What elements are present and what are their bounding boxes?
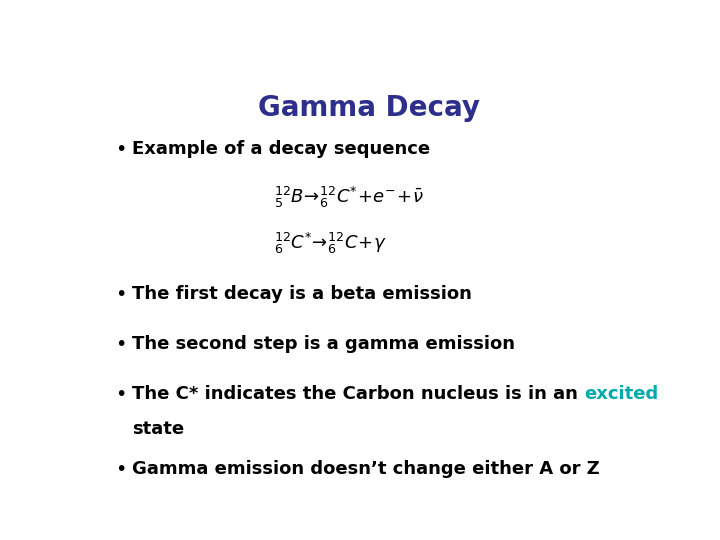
Text: •: • (115, 285, 127, 304)
Text: state: state (132, 420, 184, 438)
Text: $\mathregular{^{12}_{6}}C^{*}\!\rightarrow\!\mathregular{^{12}_{6}}C\!+\!\gamma$: $\mathregular{^{12}_{6}}C^{*}\!\rightarr… (274, 231, 387, 256)
Text: The C* indicates the Carbon nucleus is in an: The C* indicates the Carbon nucleus is i… (132, 385, 584, 403)
Text: $\mathregular{^{12}_{5}}B\!\rightarrow\!\mathregular{^{12}_{6}}C^{*}\!+\!e^{-}\!: $\mathregular{^{12}_{5}}B\!\rightarrow\!… (274, 185, 424, 211)
Text: Gamma emission doesn’t change either A or Z: Gamma emission doesn’t change either A o… (132, 460, 600, 478)
Text: •: • (115, 335, 127, 354)
Text: •: • (115, 460, 127, 479)
Text: The first decay is a beta emission: The first decay is a beta emission (132, 285, 472, 303)
Text: •: • (115, 385, 127, 404)
Text: excited: excited (584, 385, 658, 403)
Text: Example of a decay sequence: Example of a decay sequence (132, 140, 430, 158)
Text: •: • (115, 140, 127, 159)
Text: The second step is a gamma emission: The second step is a gamma emission (132, 335, 515, 353)
Text: Gamma Decay: Gamma Decay (258, 94, 480, 122)
